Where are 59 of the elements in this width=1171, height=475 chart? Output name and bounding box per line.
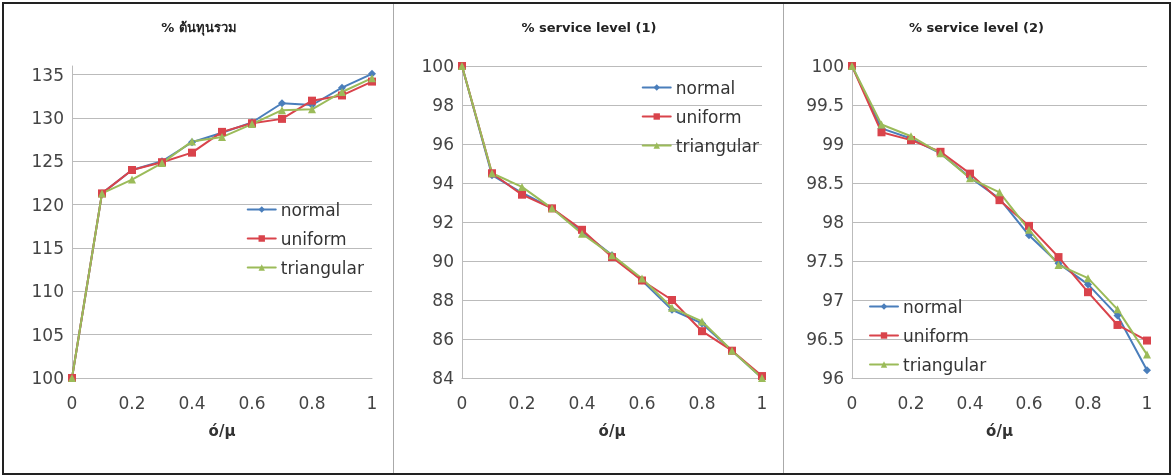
y-tick-label: 84: [432, 368, 454, 388]
y-tick-label: 96: [432, 134, 454, 154]
y-tick-label: 125: [31, 151, 64, 172]
y-tick-label: 98.5: [806, 173, 844, 193]
x-tick-label: 1: [756, 392, 768, 413]
legend-label: normal: [675, 77, 736, 98]
x-tick-label: 0.6: [628, 392, 656, 413]
y-tick-label: 97.5: [806, 251, 844, 271]
y-tick-label: 96: [822, 368, 844, 388]
x-tick-label: 0.4: [568, 392, 596, 413]
y-tick-label: 94: [432, 173, 454, 193]
chart-title: % ต้นทุนรวม: [161, 20, 237, 36]
x-tick-label: 0.4: [956, 392, 984, 413]
legend-label: normal: [280, 199, 341, 220]
x-axis-title: ó/μ: [986, 421, 1013, 440]
x-tick-label: 0.2: [118, 392, 146, 413]
x-tick-label: 0.2: [508, 392, 536, 413]
x-tick-label: 0.8: [1074, 392, 1102, 413]
y-tick-label: 100: [31, 368, 64, 388]
x-tick-label: 0.2: [897, 392, 925, 413]
x-tick-label: 0.8: [298, 392, 326, 413]
y-tick-label: 92: [432, 212, 454, 232]
chart-title: % service level (1): [521, 20, 657, 35]
y-tick-label: 98: [822, 212, 844, 232]
y-tick-label: 120: [31, 194, 64, 215]
y-tick-label: 115: [31, 238, 64, 258]
x-tick-label: 1: [366, 392, 378, 413]
x-axis-title: ó/μ: [208, 421, 236, 440]
x-tick-label: 0: [66, 392, 78, 413]
x-axis-title: ó/μ: [598, 421, 626, 440]
x-tick-label: 1: [1141, 392, 1153, 413]
x-tick-label: 0: [456, 392, 468, 413]
legend-label: triangular: [675, 135, 760, 156]
x-tick-label: 0.6: [1015, 392, 1043, 413]
legend-label: uniform: [675, 106, 742, 127]
y-tick-label: 110: [31, 281, 64, 302]
y-tick-label: 99: [822, 134, 844, 154]
legend-label: normal: [903, 296, 963, 317]
legend-label: uniform: [280, 228, 347, 249]
y-tick-label: 96.5: [806, 329, 844, 349]
y-tick-label: 98: [432, 95, 454, 115]
x-tick-label: 0: [846, 392, 858, 413]
legend-label: triangular: [903, 354, 987, 375]
legend-label: triangular: [280, 257, 365, 278]
y-tick-label: 100: [421, 56, 454, 76]
x-tick-label: 0.8: [688, 392, 716, 413]
y-tick-label: 100: [811, 56, 844, 76]
y-tick-label: 130: [31, 108, 64, 128]
legend-label: uniform: [903, 325, 969, 346]
y-tick-label: 86: [432, 329, 454, 349]
x-tick-label: 0.4: [178, 392, 206, 413]
x-tick-label: 0.6: [238, 392, 266, 413]
y-tick-label: 105: [31, 324, 64, 345]
y-tick-label: 97: [822, 290, 844, 310]
y-tick-label: 90: [432, 251, 454, 271]
y-tick-label: 88: [432, 290, 454, 310]
y-tick-label: 135: [31, 64, 64, 85]
y-tick-label: 99.5: [806, 95, 844, 115]
chart-title: % service level (2): [909, 20, 1044, 35]
